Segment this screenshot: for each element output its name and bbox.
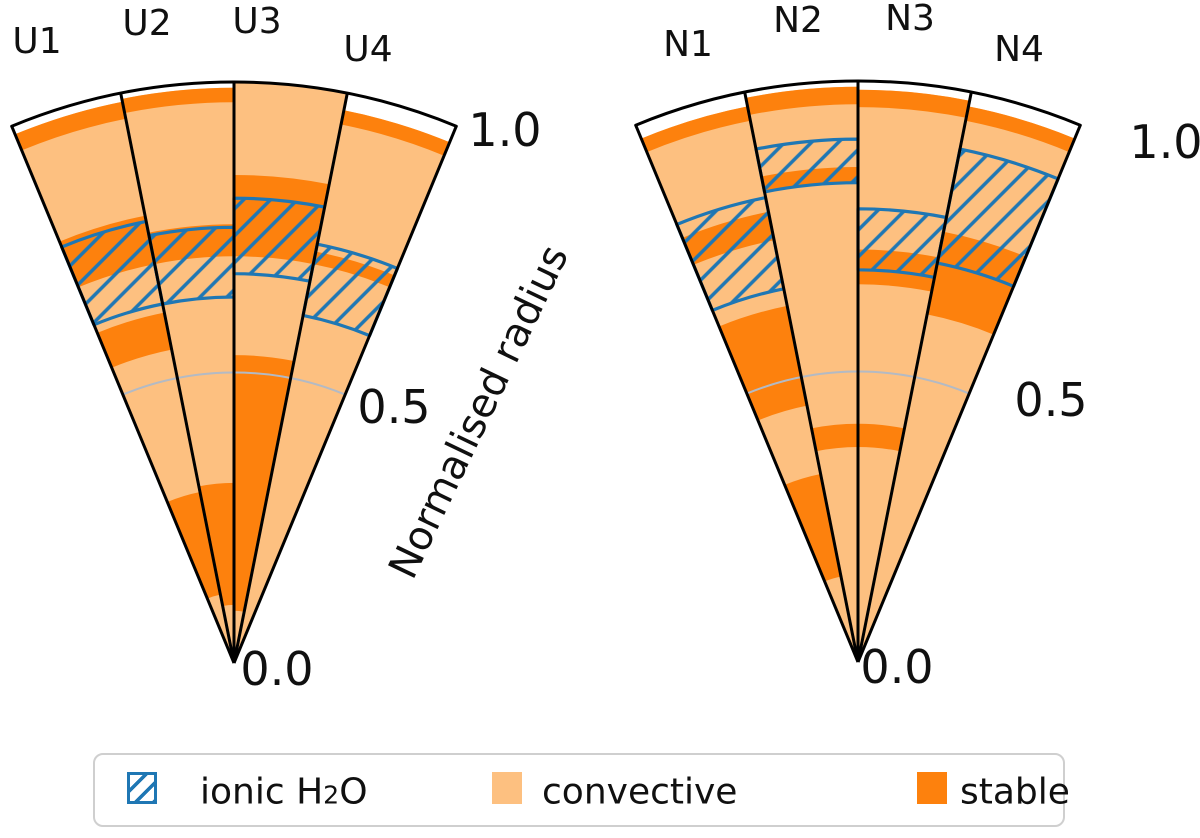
layer-stable <box>811 423 858 452</box>
radius-tick-right-0.5: 0.5 <box>1014 373 1088 427</box>
layer-stable <box>198 482 234 606</box>
sector-N4 <box>858 106 1075 662</box>
layer-stable <box>965 106 1075 153</box>
sector-boundary-line <box>743 91 860 663</box>
sector-U4 <box>234 110 450 664</box>
sector-N1 <box>641 106 858 662</box>
legend-label-convective: convective <box>542 771 738 813</box>
sector-label-n2: N2 <box>773 0 823 41</box>
legend-swatch-ionic-hatch-icon <box>127 772 157 804</box>
legend-label-ionic: ionic H2O <box>200 771 368 813</box>
sector-boundary-line <box>232 125 458 664</box>
layer-stable <box>858 423 905 452</box>
legend-swatch-convective-icon <box>492 772 522 804</box>
radius-tick-left-0.5: 0.5 <box>357 380 431 434</box>
radius-tick-right-0.0: 0.0 <box>860 640 934 694</box>
sector-label-u3: U3 <box>232 1 282 42</box>
layer-convective <box>234 110 450 664</box>
layer-stable <box>341 110 450 156</box>
sector-boundary-line <box>119 92 236 664</box>
layer-stable <box>234 355 295 612</box>
sector-label-u4: U4 <box>343 29 393 70</box>
sector-label-n3: N3 <box>885 0 935 39</box>
sector-label-n1: N1 <box>663 24 713 65</box>
legend-label-stable: stable <box>960 771 1070 813</box>
layer-ionic-h2o-hatch <box>754 137 860 194</box>
layer-stable <box>784 474 841 582</box>
radius-tick-left-0.0: 0.0 <box>240 642 314 696</box>
layer-stable <box>745 86 858 115</box>
sector-boundary-line <box>856 124 1082 663</box>
layer-ionic-h2o-hatch <box>856 207 948 279</box>
outer-rim-arc <box>10 80 458 128</box>
radius-tick-left-1.0: 1.0 <box>468 103 542 157</box>
sector-boundary-line <box>10 125 236 664</box>
outer-rim-arc <box>634 79 1082 127</box>
layer-stable <box>641 106 751 153</box>
sector-boundary-line <box>232 92 349 664</box>
legend-swatch-stable-icon <box>917 772 947 804</box>
layer-stable <box>97 312 172 368</box>
sector-label-u1: U1 <box>12 21 62 62</box>
layer-stable <box>167 492 221 599</box>
radius-tick-right-1.0: 1.0 <box>1129 115 1200 169</box>
layer-stable <box>121 87 234 114</box>
sector-boundary-line <box>856 91 973 663</box>
fan-N <box>634 79 1082 663</box>
sector-U1 <box>15 101 234 663</box>
layer-stable <box>719 305 807 421</box>
sector-label-u2: U2 <box>122 3 172 44</box>
sector-boundary-line <box>634 124 860 663</box>
layer-stable <box>858 89 970 118</box>
sector-label-n4: N4 <box>994 29 1044 70</box>
legend: ionic H2O convective stable <box>93 753 1070 827</box>
fan-U <box>10 80 458 664</box>
layer-stable <box>15 101 126 151</box>
